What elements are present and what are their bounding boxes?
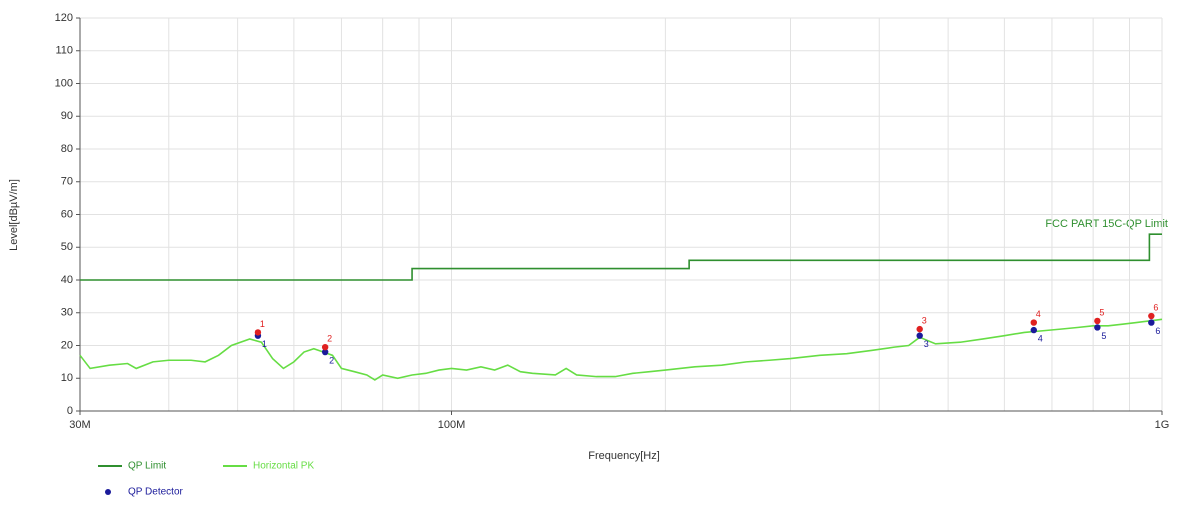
y-tick-label: 100 (55, 77, 73, 89)
peak-marker (1030, 319, 1037, 326)
y-axis-label: Level[dBµV/m] (8, 179, 20, 251)
qp-point (916, 332, 923, 339)
point-label: 5 (1101, 331, 1106, 341)
qp-point (1030, 326, 1037, 334)
series-line (80, 233, 1162, 281)
y-tick-label: 80 (61, 143, 73, 155)
peak-label: 1 (260, 319, 265, 329)
peak-label: 5 (1099, 307, 1104, 317)
qp-point (321, 348, 329, 356)
point-label: 1 (262, 339, 267, 349)
y-tick-label: 60 (61, 208, 73, 220)
y-tick-label: 70 (61, 176, 73, 188)
legend-label: QP Detector (128, 487, 184, 498)
peak-label: 6 (1153, 302, 1158, 312)
y-tick-label: 40 (61, 274, 73, 286)
peak-marker (321, 343, 329, 351)
point-label: 4 (1038, 333, 1043, 343)
y-tick-label: 50 (61, 241, 73, 253)
y-tick-label: 10 (61, 372, 73, 384)
legend-label: Horizontal PK (253, 461, 314, 472)
qp-point (1148, 319, 1155, 326)
series-line (79, 318, 1163, 381)
peak-marker (254, 329, 262, 336)
peak-label: 4 (1036, 309, 1041, 319)
point-label: 2 (329, 355, 334, 365)
point-label: 3 (924, 339, 929, 349)
point-label: 6 (1155, 326, 1160, 336)
y-tick-label: 0 (67, 405, 73, 417)
legend-swatch (105, 489, 111, 495)
limit-annotation: FCC PART 15C-QP Limit (1045, 218, 1168, 230)
y-tick-label: 20 (61, 339, 73, 351)
y-tick-label: 30 (61, 307, 73, 319)
peak-marker (1148, 312, 1155, 320)
x-axis-label: Frequency[Hz] (588, 450, 660, 462)
peak-label: 2 (327, 334, 332, 344)
peak-marker (1094, 317, 1101, 325)
peak-marker (916, 325, 923, 333)
qp-point (1094, 324, 1101, 331)
y-tick-label: 120 (55, 12, 73, 24)
x-tick-label: 100M (438, 419, 466, 431)
y-tick-label: 110 (55, 45, 73, 57)
x-tick-label: 30M (69, 419, 90, 431)
peak-label: 3 (922, 316, 927, 326)
y-tick-label: 90 (61, 110, 73, 122)
x-tick-label: 1G (1155, 419, 1170, 431)
legend-label: QP Limit (128, 461, 166, 472)
